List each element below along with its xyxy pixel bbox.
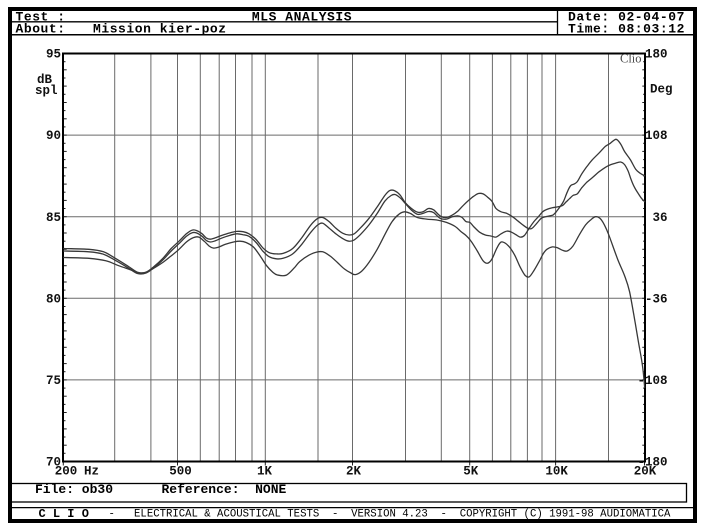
svg-text:70: 70 bbox=[46, 456, 61, 470]
svg-text:Deg: Deg bbox=[650, 83, 673, 97]
svg-text:90: 90 bbox=[46, 129, 61, 143]
svg-text:20K: 20K bbox=[634, 464, 657, 478]
svg-text:80: 80 bbox=[46, 292, 61, 306]
svg-text:dB: dB bbox=[37, 73, 53, 87]
svg-text:Hz: Hz bbox=[84, 464, 99, 478]
svg-text:Date: 02-04-07: Date: 02-04-07 bbox=[568, 10, 685, 25]
svg-text:MLS ANALYSIS: MLS ANALYSIS bbox=[252, 10, 352, 25]
svg-text:-180: -180 bbox=[637, 456, 667, 470]
svg-text:-108: -108 bbox=[637, 374, 667, 388]
svg-text:95: 95 bbox=[46, 48, 61, 62]
svg-text:200: 200 bbox=[55, 464, 78, 478]
svg-text:5K: 5K bbox=[463, 464, 479, 478]
svg-text:180: 180 bbox=[645, 48, 668, 62]
svg-text:10K: 10K bbox=[545, 464, 568, 478]
svg-text:75: 75 bbox=[46, 374, 61, 388]
svg-text:Clio: Clio bbox=[620, 52, 642, 66]
svg-text:File: ob30: File: ob30 bbox=[35, 482, 113, 497]
svg-text:Reference: NONE: Reference: NONE bbox=[162, 482, 287, 497]
svg-text:C L I O: C L I O bbox=[39, 507, 89, 521]
svg-text:-36: -36 bbox=[645, 292, 668, 306]
svg-text:- ELECTRICAL & ACOUSTICAL TE: - ELECTRICAL & ACOUSTICAL TESTS - VERSIO… bbox=[109, 509, 672, 521]
svg-text:About:: About: bbox=[16, 21, 66, 36]
svg-text:spl: spl bbox=[35, 84, 58, 98]
svg-text:Test :: Test : bbox=[16, 10, 66, 25]
svg-text:108: 108 bbox=[645, 129, 668, 143]
svg-text:36: 36 bbox=[652, 211, 667, 225]
svg-text:1K: 1K bbox=[257, 464, 273, 478]
svg-text:500: 500 bbox=[169, 464, 192, 478]
svg-text:Mission kier-poz: Mission kier-poz bbox=[93, 21, 227, 36]
svg-text:Time: 08:03:12: Time: 08:03:12 bbox=[568, 21, 685, 36]
svg-text:2K: 2K bbox=[346, 464, 362, 478]
svg-text:85: 85 bbox=[46, 211, 61, 225]
